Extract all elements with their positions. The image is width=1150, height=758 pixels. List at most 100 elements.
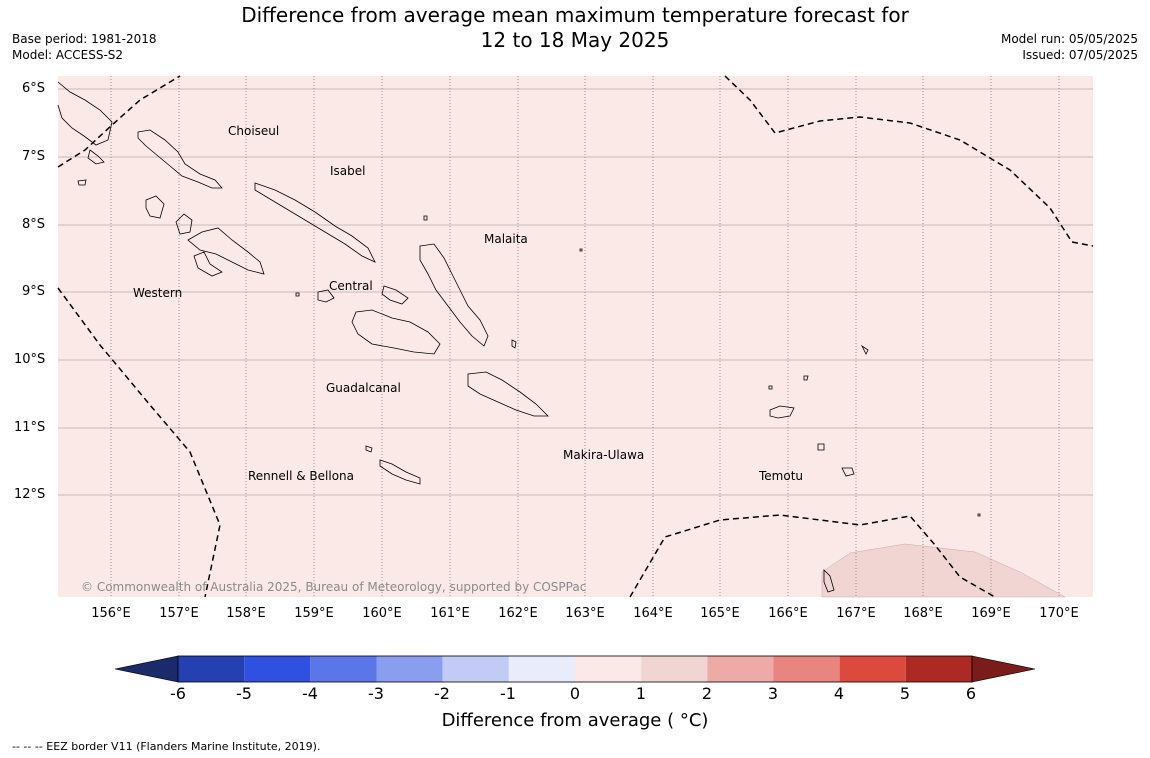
lon-label-162e: 162°E (498, 606, 538, 621)
lat-label-6s: 6°S (22, 81, 46, 96)
torres-islands (823, 569, 835, 593)
colorbar-extend-high (971, 655, 1036, 683)
lat-label-11s: 11°S (14, 420, 46, 435)
colorbar-segment (178, 656, 245, 682)
map-background (58, 76, 1093, 597)
lat-label-10s: 10°S (14, 352, 46, 367)
lon-label-166e: 166°E (768, 606, 808, 621)
colorbar-tick: 2 (701, 684, 713, 703)
chart-title: Difference from average mean maximum tem… (200, 3, 950, 53)
colorbar-frame (177, 655, 973, 683)
region-label-rennell-bellona: Rennell & Bellona (248, 469, 355, 483)
colorbar-tick: 3 (767, 684, 779, 703)
small-islet-2 (579, 248, 583, 252)
colorbar-tick: -6 (170, 684, 186, 703)
colorbar-extend-low (114, 655, 179, 683)
colorbar-tick: 0 (569, 684, 581, 703)
new-georgia (187, 227, 265, 275)
colorbar-tick: -2 (434, 684, 450, 703)
bougainville-south (87, 149, 105, 165)
colorbar-segment (442, 656, 509, 682)
model-name: Model: ACCESS-S2 (12, 48, 124, 62)
shortland-islet (77, 179, 87, 186)
vella-lavella (145, 195, 165, 219)
choiseul-coast (137, 129, 223, 189)
lon-label-168e: 168°E (903, 606, 943, 621)
malaita-coast (419, 243, 489, 347)
lon-label-163e: 163°E (565, 606, 605, 621)
isabel-coast (254, 182, 376, 263)
colorbar-tick: 1 (635, 684, 647, 703)
russell-islands (381, 285, 409, 305)
lon-label-167e: 167°E (836, 606, 876, 621)
region-label-central: Central (329, 279, 373, 293)
colorbar-segment (839, 656, 906, 682)
small-islet-4 (977, 513, 981, 517)
colorbar-tick: -5 (236, 684, 252, 703)
colorbar-segment (508, 656, 575, 682)
small-islet-1 (423, 215, 428, 221)
region-label-choiseul: Choiseul (228, 124, 280, 138)
guadalcanal-coast (351, 309, 441, 355)
colorbar-tick: -4 (302, 684, 318, 703)
region-label-western: Western (133, 286, 183, 300)
colorbar-segments (114, 655, 1036, 683)
meta-left: Base period: 1981-2018 Model: ACCESS-S2 (12, 31, 157, 63)
utupua (817, 443, 825, 451)
lat-label-7s: 7°S (22, 149, 46, 164)
lon-label-156e: 156°E (91, 606, 131, 621)
colorbar-tick: -3 (368, 684, 384, 703)
small-islet-5 (768, 385, 773, 390)
coastlines (57, 81, 981, 593)
makira-coast (467, 371, 549, 417)
colorbar-segment (707, 656, 774, 682)
eez-footnote: -- -- -- EEZ border V11 (Flanders Marine… (12, 740, 321, 753)
model-run: Model run: 05/05/2025 (1000, 32, 1138, 46)
colorbar-tick: 6 (965, 684, 977, 703)
lon-label-158e: 158°E (226, 606, 266, 621)
santa-cruz-nendo (769, 405, 795, 419)
colorbar-segment (641, 656, 708, 682)
lon-label-170e: 170°E (1039, 606, 1079, 621)
colorbar-segment (575, 656, 642, 682)
lon-label-160e: 160°E (362, 606, 402, 621)
colorbar-label: Difference from average ( °C) (441, 710, 709, 731)
colorbar-segment (905, 656, 972, 682)
kolombangara (175, 213, 193, 235)
latitude-gridlines (58, 88, 1093, 496)
small-islet-3 (295, 292, 300, 297)
colorbar-tick: -1 (500, 684, 516, 703)
vanikoro (841, 467, 855, 477)
region-label-temotu: Temotu (759, 469, 804, 483)
lon-label-169e: 169°E (971, 606, 1011, 621)
region-label-isabel: Isabel (330, 164, 366, 178)
colorbar-segment (310, 656, 377, 682)
region-label-guadalcanal: Guadalcanal (326, 381, 401, 395)
meta-right: Model run: 05/05/2025 Issued: 07/05/2025 (1001, 31, 1138, 63)
title-line-1: Difference from average mean maximum tem… (241, 3, 909, 27)
duff-islands (860, 344, 869, 355)
lat-label-9s: 9°S (22, 284, 46, 299)
bougainville-coast (57, 81, 113, 146)
lat-label-12s: 12°S (14, 487, 46, 502)
region-label-malaita: Malaita (484, 232, 528, 246)
issued-date: Issued: 07/05/2025 (1022, 48, 1138, 62)
lon-label-164e: 164°E (633, 606, 673, 621)
florida-islands (317, 289, 335, 303)
copyright-notice: © Commonwealth of Australia 2025, Bureau… (81, 580, 587, 594)
lon-label-161e: 161°E (430, 606, 470, 621)
colorbar-segment (773, 656, 840, 682)
ulawa (511, 339, 517, 349)
eez-border (57, 75, 1094, 598)
rennell-coast (379, 459, 421, 485)
lon-label-165e: 165°E (700, 606, 740, 621)
lon-label-159e: 159°E (294, 606, 334, 621)
region-label-makira-ulawa: Makira-Ulawa (563, 448, 645, 462)
reef-islands (803, 375, 809, 381)
colorbar-segment (376, 656, 443, 682)
lat-label-8s: 8°S (22, 217, 46, 232)
colorbar-tick: 4 (833, 684, 845, 703)
base-period: Base period: 1981-2018 (12, 32, 157, 46)
